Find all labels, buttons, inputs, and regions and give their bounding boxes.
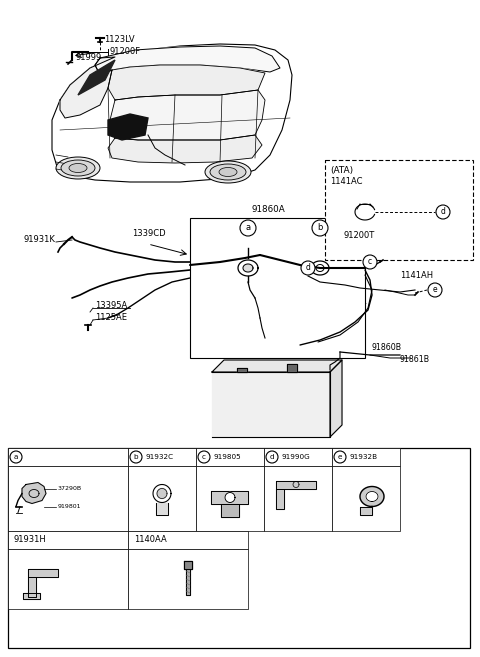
Polygon shape [276, 480, 316, 489]
Polygon shape [237, 368, 247, 372]
Ellipse shape [56, 157, 100, 179]
Circle shape [130, 451, 142, 463]
Text: d: d [441, 208, 445, 217]
Text: e: e [432, 286, 437, 294]
Text: 91200T: 91200T [343, 231, 374, 240]
Circle shape [301, 261, 315, 275]
Polygon shape [28, 577, 36, 597]
Text: d: d [270, 454, 274, 460]
Polygon shape [211, 491, 248, 503]
Circle shape [266, 451, 278, 463]
Circle shape [198, 451, 210, 463]
Polygon shape [95, 46, 280, 75]
Ellipse shape [69, 164, 87, 173]
Polygon shape [330, 360, 342, 437]
Bar [8, 549, 128, 609]
Circle shape [436, 205, 450, 219]
Polygon shape [360, 507, 372, 514]
Ellipse shape [61, 160, 95, 176]
Polygon shape [287, 364, 297, 372]
Polygon shape [108, 135, 262, 163]
Polygon shape [52, 44, 292, 182]
Bar [8, 448, 128, 466]
Bar [128, 466, 196, 531]
Polygon shape [360, 487, 384, 507]
Bar [332, 448, 400, 466]
Bar [325, 160, 473, 260]
Text: 919805: 919805 [213, 454, 241, 460]
Text: 91999: 91999 [75, 53, 101, 62]
Polygon shape [186, 569, 190, 595]
Polygon shape [156, 503, 168, 514]
Bar [8, 531, 128, 549]
Ellipse shape [205, 161, 251, 183]
Text: 91860A: 91860A [252, 206, 286, 214]
Bar [196, 466, 264, 531]
Polygon shape [276, 489, 284, 509]
Polygon shape [243, 264, 253, 272]
Text: 37290B: 37290B [58, 486, 82, 491]
Text: 91990G: 91990G [281, 454, 310, 460]
Circle shape [10, 451, 22, 463]
Text: a: a [14, 454, 18, 460]
Bar [8, 466, 128, 531]
Text: a: a [245, 223, 251, 233]
Polygon shape [366, 491, 378, 501]
Text: 1140AA: 1140AA [134, 535, 167, 545]
Polygon shape [212, 372, 330, 437]
Polygon shape [22, 482, 46, 503]
Bar [128, 549, 248, 609]
Ellipse shape [210, 164, 246, 180]
Text: 91200F: 91200F [110, 47, 141, 57]
Text: b: b [317, 223, 323, 233]
Text: 1141AH: 1141AH [400, 271, 433, 281]
Polygon shape [23, 593, 40, 599]
Text: 91932B: 91932B [349, 454, 377, 460]
Bar [196, 448, 264, 466]
Text: (ATA): (ATA) [330, 166, 353, 175]
Circle shape [334, 451, 346, 463]
Polygon shape [108, 65, 265, 100]
Polygon shape [28, 569, 58, 577]
Bar [128, 448, 196, 466]
Bar [332, 466, 400, 531]
Circle shape [240, 220, 256, 236]
Polygon shape [110, 90, 265, 140]
Text: 13395A: 13395A [95, 300, 127, 309]
Text: 1141AC: 1141AC [330, 177, 362, 187]
Circle shape [363, 255, 377, 269]
Polygon shape [157, 489, 167, 499]
Circle shape [312, 220, 328, 236]
Polygon shape [108, 114, 148, 140]
Polygon shape [78, 60, 115, 95]
Polygon shape [221, 503, 239, 516]
Polygon shape [212, 360, 342, 372]
Text: 91860B: 91860B [372, 344, 402, 353]
Bar [8, 448, 470, 648]
Polygon shape [60, 57, 115, 118]
Text: 919801: 919801 [58, 504, 82, 509]
Text: b: b [134, 454, 138, 460]
Text: 91932C: 91932C [145, 454, 173, 460]
Text: 91861B: 91861B [400, 355, 430, 365]
Polygon shape [225, 493, 235, 503]
Text: 91931K: 91931K [23, 235, 55, 244]
Text: 1123LV: 1123LV [104, 35, 134, 45]
Circle shape [428, 283, 442, 297]
Polygon shape [184, 561, 192, 569]
Bar [190, 218, 365, 358]
Text: e: e [338, 454, 342, 460]
Text: c: c [202, 454, 206, 460]
Text: 91931H: 91931H [14, 535, 47, 545]
Text: 1125AE: 1125AE [95, 313, 127, 323]
Bar [264, 448, 332, 466]
Bar [264, 466, 332, 531]
Text: d: d [306, 263, 311, 273]
Bar [128, 531, 248, 549]
Ellipse shape [219, 168, 237, 177]
Text: 91200T: 91200T [335, 304, 366, 313]
Text: 1339CD: 1339CD [132, 229, 166, 238]
Text: c: c [368, 258, 372, 267]
